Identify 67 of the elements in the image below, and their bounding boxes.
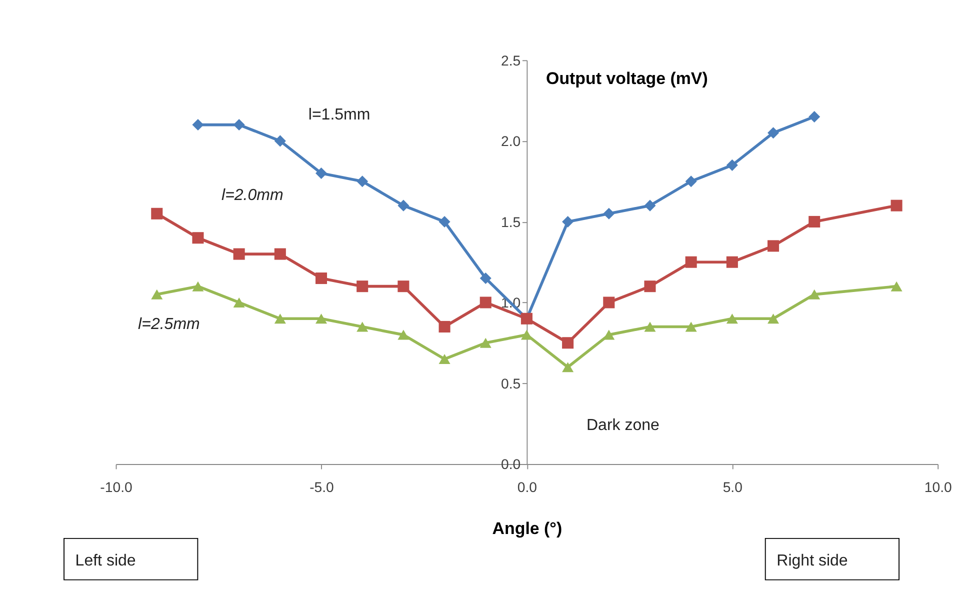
point	[562, 362, 574, 372]
y-tick-label: 1.5	[500, 214, 521, 230]
point	[808, 289, 820, 300]
point	[233, 298, 245, 308]
point	[562, 337, 574, 349]
point	[438, 320, 450, 332]
series-label: l=1.5mm	[308, 106, 370, 124]
y-tick-label: 2.5	[500, 52, 521, 68]
point	[315, 272, 328, 284]
point	[356, 322, 368, 332]
point	[808, 110, 820, 122]
point	[356, 280, 368, 292]
point	[233, 119, 245, 131]
point	[438, 354, 450, 364]
point	[644, 200, 656, 212]
point	[192, 281, 204, 292]
point	[603, 296, 615, 308]
point	[562, 216, 574, 228]
point	[398, 200, 410, 212]
point	[768, 127, 780, 139]
x-tick-label: 0.0	[517, 478, 538, 495]
x-tick-label: 5.0	[722, 478, 743, 495]
point	[726, 314, 738, 324]
text: l=2.0mm	[222, 187, 284, 204]
series-label: l=2.5mm	[138, 316, 200, 334]
y-tick-label: 2.0	[500, 133, 521, 150]
annotation: Dark zone	[586, 417, 660, 434]
point	[808, 216, 820, 228]
point	[726, 159, 738, 171]
point	[315, 167, 328, 180]
point	[480, 296, 492, 308]
point	[151, 208, 163, 220]
point	[890, 281, 902, 292]
point	[480, 338, 492, 348]
point	[274, 248, 286, 260]
point	[151, 289, 163, 300]
point	[603, 330, 615, 340]
point	[520, 330, 532, 340]
text: Right side	[776, 552, 848, 570]
point	[356, 176, 368, 188]
point	[644, 280, 656, 292]
point	[315, 314, 328, 324]
point	[398, 330, 410, 340]
point	[192, 119, 204, 131]
y-axis-title: Output voltage (mV)	[546, 69, 708, 88]
point	[480, 272, 492, 284]
x-tick-label: -5.0	[310, 478, 334, 495]
point	[233, 248, 245, 260]
point	[644, 322, 656, 332]
x-tick-label: -10.0	[100, 478, 132, 495]
point	[685, 256, 697, 268]
point	[685, 176, 697, 188]
point	[685, 322, 697, 332]
point	[768, 314, 780, 324]
x-axis-title: Angle (°)	[492, 519, 562, 538]
point	[398, 280, 410, 292]
point	[438, 216, 450, 228]
y-tick-label: 0.5	[500, 375, 521, 392]
point	[768, 240, 780, 252]
point	[726, 256, 738, 268]
point	[603, 208, 615, 220]
point	[274, 314, 286, 324]
x-tick-label: 10.0	[924, 478, 952, 495]
text: Left side	[75, 552, 136, 570]
point	[274, 135, 286, 147]
point	[890, 200, 902, 212]
point	[192, 232, 204, 244]
